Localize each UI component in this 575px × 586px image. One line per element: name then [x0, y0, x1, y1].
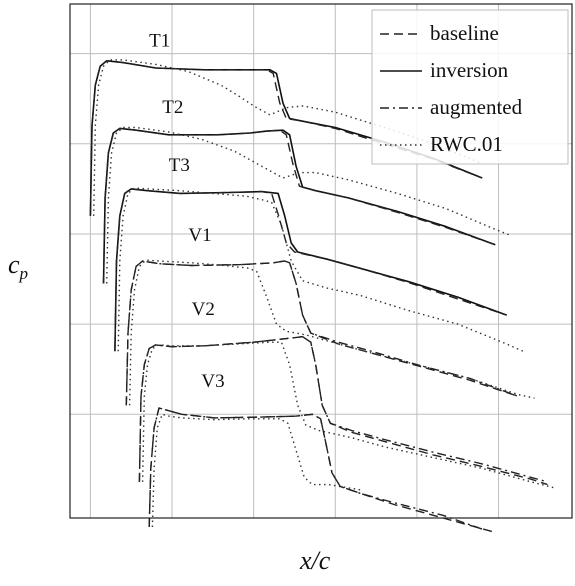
- curve-v2-rwc01: [141, 341, 556, 489]
- curve-t2-inversion: [102, 127, 496, 284]
- legend-box: [371, 9, 569, 165]
- case-label-t2: T2: [162, 97, 183, 118]
- curve-t1-rwc01: [93, 59, 483, 216]
- x-axis-label: x/c: [300, 546, 331, 575]
- plot-frame: [69, 3, 573, 519]
- case-labels: T1 T2 T3 V1 V2 V3: [149, 30, 224, 392]
- y-axis-label-main: c: [8, 250, 20, 279]
- curve-v1-baseline: [125, 260, 519, 406]
- curve-v2-baseline: [138, 336, 548, 486]
- legend-label-augmented: augmented: [430, 95, 523, 119]
- legend-label-baseline: baseline: [430, 21, 499, 45]
- curve-t3-inversion: [114, 188, 507, 352]
- curve-v1-rwc01: [128, 259, 535, 406]
- pressure-curves: [89, 59, 556, 533]
- case-label-v3: V3: [201, 371, 224, 392]
- legend: baseline inversion augmented RWC.01: [371, 9, 569, 165]
- curve-v2-augmented: [138, 336, 548, 483]
- case-label-t3: T3: [169, 155, 190, 176]
- legend-label-rwc01: RWC.01: [430, 132, 503, 156]
- legend-label-inversion: inversion: [430, 58, 509, 82]
- curve-v1-augmented: [125, 260, 519, 406]
- curve-v3-baseline: [148, 407, 493, 533]
- case-label-t1: T1: [149, 30, 170, 51]
- case-label-v1: V1: [188, 225, 211, 246]
- case-label-v2: V2: [192, 299, 215, 320]
- curve-t3-rwc01: [117, 187, 524, 352]
- curve-v3-rwc01: [151, 413, 362, 528]
- curve-v3-augmented: [148, 407, 485, 531]
- y-axis-label-sub: p: [19, 264, 29, 284]
- y-axis-label: cp: [8, 250, 28, 284]
- curve-t3-baseline: [114, 188, 507, 352]
- curve-t1-inversion: [89, 60, 483, 216]
- curve-t1-baseline: [89, 60, 483, 216]
